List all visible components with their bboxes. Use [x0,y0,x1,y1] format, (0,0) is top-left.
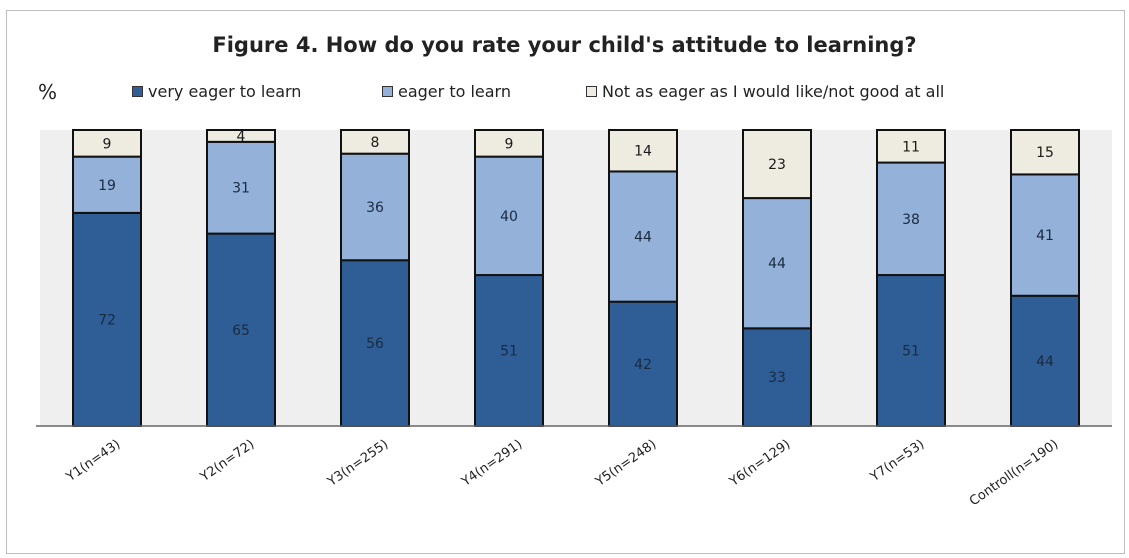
chart-legend: very eager to learn eager to learn Not a… [0,82,1129,106]
bar-segment-3-3 [340,129,410,155]
bar-segment-3-8 [1010,129,1080,176]
data-label-2-2: 31 [232,181,250,197]
data-label-2-8: 41 [1036,228,1054,244]
data-label-1-6: 33 [768,370,786,386]
data-label-1-5: 42 [634,357,652,373]
bar-segment-2-5 [608,170,678,303]
data-label-3-3: 8 [371,135,380,151]
bar-segment-3-6 [742,129,812,200]
data-label-3-6: 23 [768,157,786,173]
x-tick-label-4: Y4(n=291) [458,437,525,490]
x-tick-label-5: Y5(n=248) [592,437,659,490]
legend-label-not-as-eager: Not as eager as I would like/not good at… [602,82,945,101]
data-label-1-2: 65 [232,323,250,339]
bar-segment-1-8 [1010,294,1080,428]
legend-item-eager: eager to learn [382,82,511,101]
x-tick-label-6: Y6(n=129) [726,437,793,490]
bar-segment-3-1 [72,129,142,158]
legend-swatch-eager [382,86,393,97]
data-label-2-5: 44 [634,230,652,246]
bar-segment-3-7 [876,129,946,164]
x-tick-label-1: Y1(n=43) [63,437,123,485]
bar-segment-2-4 [474,155,544,277]
bar-segment-1-2 [206,232,276,427]
bar-segment-1-3 [340,259,410,427]
data-label-2-3: 36 [366,200,384,216]
bar-segment-1-7 [876,274,946,428]
x-tick-label-7: Y7(n=53) [867,437,927,485]
data-label-1-7: 51 [902,344,920,360]
legend-item-not-as-eager: Not as eager as I would like/not good at… [586,82,944,101]
bar-segment-2-7 [876,161,946,277]
bar-segment-2-2 [206,140,276,235]
data-label-2-4: 40 [500,209,518,225]
bar-segment-2-1 [72,155,142,214]
data-label-2-7: 38 [902,212,920,228]
data-label-3-7: 11 [902,139,920,155]
data-label-3-5: 14 [634,144,652,160]
x-tick-label-3: Y3(n=255) [324,437,391,490]
data-label-3-8: 15 [1036,145,1054,161]
data-label-2-6: 44 [768,256,786,272]
data-label-1-3: 56 [366,336,384,352]
bar-segment-2-8 [1010,173,1080,297]
data-label-1-1: 72 [98,312,116,328]
bar-segment-1-5 [608,300,678,427]
data-label-3-4: 9 [505,136,514,152]
bar-segment-1-4 [474,274,544,428]
plot-area-background [40,130,1112,426]
chart-title: Figure 4. How do you rate your child's a… [212,33,917,57]
legend-item-very-eager: very eager to learn [132,82,301,101]
y-axis-unit-label: % [38,80,58,104]
x-tick-label-2: Y2(n=72) [197,437,257,485]
legend-swatch-not-as-eager [586,86,597,97]
legend-label-very-eager: very eager to learn [148,82,302,101]
data-label-1-4: 51 [500,344,518,360]
bar-segment-3-5 [608,129,678,173]
data-label-3-2: 4 [237,129,246,145]
data-label-2-1: 19 [98,178,116,194]
x-tick-label-8: Controll(n=190) [967,437,1061,509]
legend-label-eager: eager to learn [398,82,511,101]
bar-segment-3-4 [474,129,544,158]
data-label-1-8: 44 [1036,354,1054,370]
data-label-3-1: 9 [103,136,112,152]
bar-segment-3-2 [206,129,276,143]
legend-swatch-very-eager [132,86,143,97]
bar-segment-2-6 [742,197,812,330]
